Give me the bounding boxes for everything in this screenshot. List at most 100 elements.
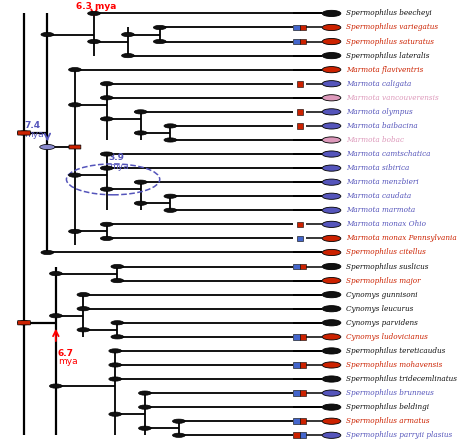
Circle shape [322,348,341,354]
FancyBboxPatch shape [18,131,30,135]
Bar [293,25,300,30]
Circle shape [41,32,54,37]
Circle shape [322,95,341,101]
Text: Spermophilus tereticaudus: Spermophilus tereticaudus [346,347,446,355]
Text: Spermophilus tridecemlinatus: Spermophilus tridecemlinatus [346,375,457,383]
Circle shape [41,145,54,149]
Circle shape [164,124,177,128]
Circle shape [49,314,62,318]
Circle shape [138,405,151,409]
Circle shape [322,390,341,396]
Circle shape [322,10,341,16]
Text: Spermophilus suslicus: Spermophilus suslicus [346,263,429,271]
Circle shape [100,82,113,86]
Text: Marmota vancouverensis: Marmota vancouverensis [346,94,439,102]
Text: Spermophilus saturatus: Spermophilus saturatus [346,38,434,46]
Bar [293,418,300,424]
Text: Spermophilus major: Spermophilus major [346,276,421,284]
Bar [293,264,300,269]
Circle shape [69,229,81,233]
Circle shape [322,193,341,199]
Circle shape [69,173,81,177]
Circle shape [322,418,341,424]
Circle shape [100,96,113,100]
Circle shape [322,362,341,368]
Text: 6.7: 6.7 [58,349,74,358]
Circle shape [100,166,113,170]
Circle shape [100,187,113,191]
Circle shape [173,433,185,437]
Circle shape [164,194,177,198]
Circle shape [322,123,341,129]
Bar [300,418,306,424]
Circle shape [134,110,147,114]
Circle shape [322,235,341,241]
Bar [293,334,300,340]
Circle shape [88,39,100,44]
Bar [300,432,306,438]
Bar [300,362,306,368]
Circle shape [322,404,341,410]
Circle shape [322,24,341,31]
Text: mya: mya [58,358,78,366]
Circle shape [164,208,177,212]
Circle shape [138,426,151,430]
Text: Marmota baibacina: Marmota baibacina [346,122,418,130]
Text: Cynomys gunnisoni: Cynomys gunnisoni [346,291,418,299]
Text: Spermophilus parryii plasius: Spermophilus parryii plasius [346,431,453,439]
Circle shape [100,236,113,241]
Circle shape [49,384,62,388]
Text: 6.3 mya: 6.3 mya [76,2,116,11]
Circle shape [18,131,30,135]
Circle shape [322,109,341,115]
Circle shape [322,334,341,340]
Text: 3.9: 3.9 [109,153,125,163]
Circle shape [322,249,341,256]
Circle shape [134,131,147,135]
Circle shape [49,272,62,276]
Circle shape [164,138,177,142]
Circle shape [173,419,185,424]
Bar [300,334,306,340]
Text: Marmota menzbieri: Marmota menzbieri [346,178,419,186]
Text: Marmota marmota: Marmota marmota [346,206,416,214]
Bar [300,25,306,30]
Bar [300,39,306,44]
Bar [297,109,302,115]
FancyBboxPatch shape [69,145,81,149]
Bar [297,222,302,227]
Bar [293,432,300,438]
Circle shape [69,68,81,72]
Bar [293,390,300,396]
Circle shape [322,53,341,59]
Circle shape [154,39,166,44]
Bar [300,390,306,396]
Circle shape [322,376,341,382]
Circle shape [322,277,341,284]
Circle shape [111,321,124,325]
Circle shape [109,363,121,367]
Text: Spermophilus armatus: Spermophilus armatus [346,417,430,425]
Circle shape [322,264,341,270]
Circle shape [100,117,113,121]
Circle shape [121,32,134,37]
Circle shape [109,349,121,353]
Bar [293,39,300,44]
Text: Spermophilus beldingi: Spermophilus beldingi [346,403,429,411]
Text: Spermophilus mohavensis: Spermophilus mohavensis [346,361,443,369]
Circle shape [134,201,147,206]
Circle shape [322,66,341,73]
Text: mya: mya [24,130,44,139]
Text: Cynomys ludovicianus: Cynomys ludovicianus [346,333,428,341]
Circle shape [322,207,341,214]
Circle shape [18,321,30,325]
FancyBboxPatch shape [18,321,30,325]
Circle shape [322,81,341,87]
Circle shape [322,137,341,143]
Text: Spermophilus citellus: Spermophilus citellus [346,249,426,256]
Text: mya: mya [109,162,128,171]
Circle shape [109,412,121,416]
Text: Spermophilus beecheyi: Spermophilus beecheyi [346,9,432,17]
Text: Spermophilus brunneus: Spermophilus brunneus [346,389,434,397]
Text: Marmota bobac: Marmota bobac [346,136,404,144]
